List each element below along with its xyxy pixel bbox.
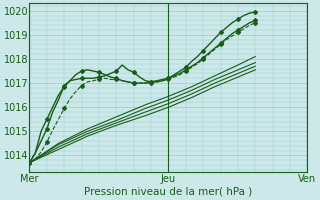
X-axis label: Pression niveau de la mer( hPa ): Pression niveau de la mer( hPa ): [84, 187, 252, 197]
